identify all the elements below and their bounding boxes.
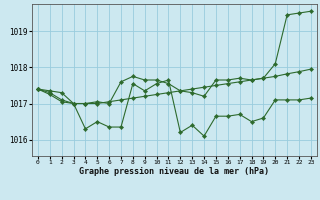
- X-axis label: Graphe pression niveau de la mer (hPa): Graphe pression niveau de la mer (hPa): [79, 167, 269, 176]
